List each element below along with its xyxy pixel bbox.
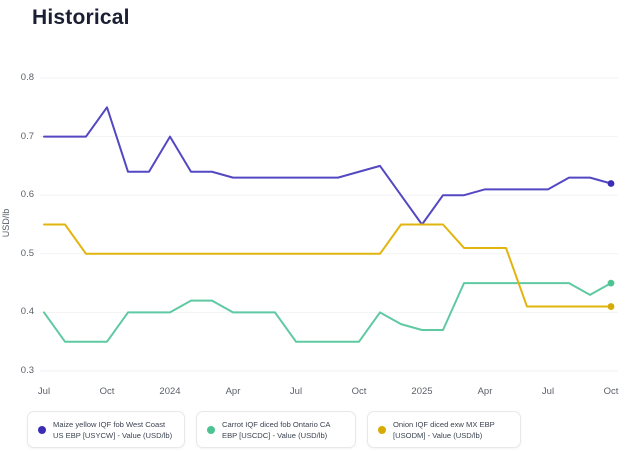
onion-series-color-dot xyxy=(378,425,386,434)
series-endpoint-dot-0 xyxy=(607,180,615,187)
maize-series-color-dot xyxy=(38,425,46,434)
carrot-series-color-dot xyxy=(207,425,215,434)
legend-label-onion: Onion IQF diced exw MX EBP [USODM] - Val… xyxy=(393,419,495,440)
chart-legend: Maize yellow IQF fob West Coast US EBP [… xyxy=(27,411,521,448)
y-axis-title: USD/lb xyxy=(1,208,11,238)
legend-item-maize[interactable]: Maize yellow IQF fob West Coast US EBP [… xyxy=(27,411,185,448)
series-line-0 xyxy=(43,106,612,226)
legend-label-maize: Maize yellow IQF fob West Coast US EBP [… xyxy=(53,419,173,440)
series-line-2 xyxy=(43,223,612,308)
legend-label-carrot: Carrot IQF diced fob Ontario CA EBP [USC… xyxy=(222,419,331,440)
legend-item-carrot[interactable]: Carrot IQF diced fob Ontario CA EBP [USC… xyxy=(196,411,356,448)
series-line-1 xyxy=(43,282,612,343)
chart-title: Historical xyxy=(32,6,130,29)
series-endpoint-dot-2 xyxy=(607,303,615,310)
legend-item-onion[interactable]: Onion IQF diced exw MX EBP [USODM] - Val… xyxy=(367,411,521,448)
series-endpoint-dot-1 xyxy=(607,279,615,287)
